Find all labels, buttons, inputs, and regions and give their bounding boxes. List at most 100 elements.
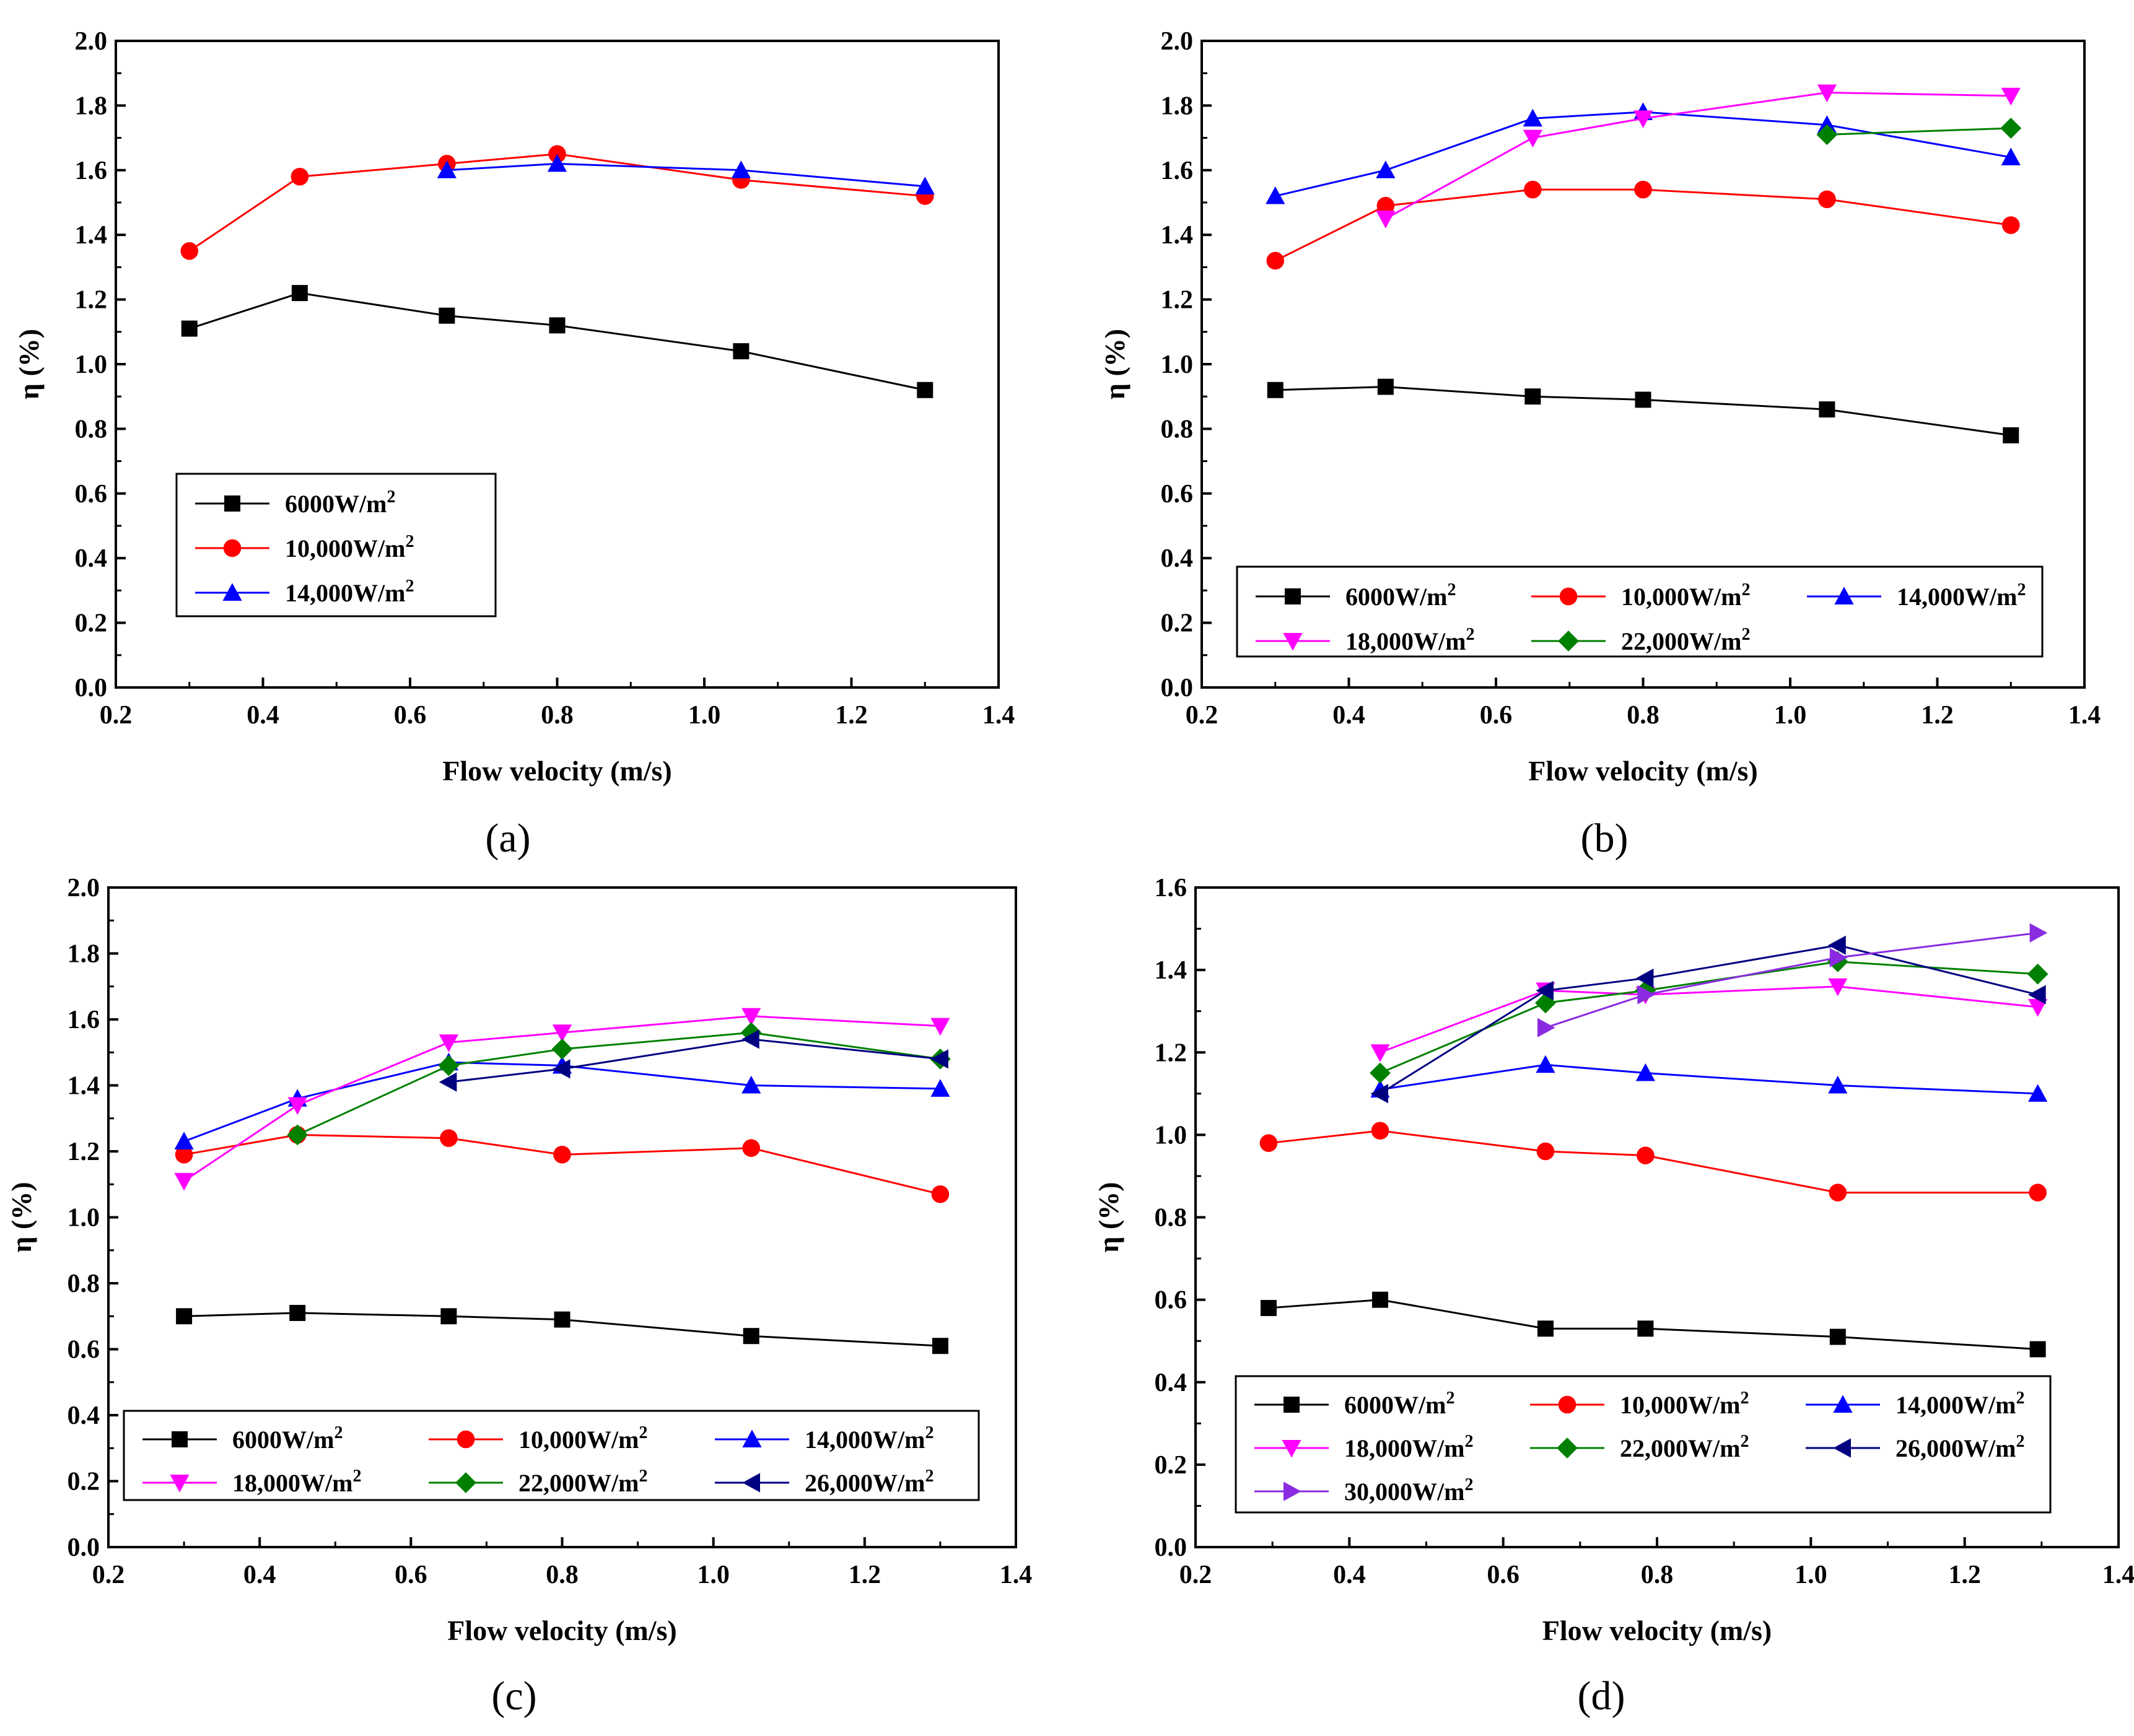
- legend-entry: 18,000W/m2: [1256, 625, 1474, 655]
- series-line: [1275, 386, 2011, 437]
- legend-entry: 6000W/m2: [1254, 1389, 1454, 1419]
- series-line: [183, 1015, 940, 1182]
- data-point: [1370, 1084, 1388, 1104]
- data-point: [1376, 211, 1396, 229]
- y-tick-label: 1.0: [68, 1204, 100, 1232]
- data-point: [1524, 388, 1541, 405]
- y-tick-label: 1.8: [68, 940, 100, 969]
- data-point: [1377, 378, 1394, 395]
- legend-label-superscript: 2: [925, 1467, 934, 1486]
- series-line: [184, 1312, 940, 1347]
- legend-entry: 14,000W/m2: [1807, 580, 2026, 611]
- legend-entry: 6000W/m2: [1256, 580, 1456, 611]
- legend-marker: [1282, 1440, 1301, 1458]
- legend-marker: [457, 1430, 475, 1449]
- series-line: [183, 1133, 941, 1195]
- legend-label: 10,000W/m2: [285, 532, 414, 562]
- legend-label-superscript: 2: [1741, 580, 1750, 600]
- data-point: [1829, 948, 1848, 967]
- x-axis-ticks: 0.2 0.4 0.6 0.8 1.0 1.2 1.4: [1186, 678, 2101, 730]
- legend-entry: 22,000W/m2: [1530, 1432, 1749, 1462]
- series-line: [1275, 188, 2011, 262]
- data-point: [176, 1308, 193, 1325]
- y-tick-label: 0.0: [68, 1533, 100, 1562]
- y-tick-label: 1.6: [1161, 157, 1194, 185]
- legend-label: 26,000W/m2: [1896, 1432, 2024, 1462]
- legend-marker: [170, 1475, 190, 1493]
- y-tick-label: 1.4: [1155, 956, 1187, 985]
- y-tick-label: 1.6: [1155, 874, 1187, 902]
- legend-label: 6000W/m2: [232, 1423, 343, 1454]
- series-6000wm2: [1267, 378, 2019, 443]
- y-tick-label: 0.4: [1161, 544, 1194, 573]
- series-line: [189, 292, 925, 391]
- data-point: [1637, 985, 1655, 1005]
- data-point: [548, 145, 566, 163]
- data-point: [440, 1308, 457, 1325]
- legend-label: 10,000W/m2: [1621, 580, 1750, 611]
- legend-label-superscript: 2: [1466, 625, 1474, 644]
- data-point: [289, 1304, 306, 1321]
- x-tick-label: 0.8: [1627, 701, 1660, 730]
- y-tick-label: 0.8: [68, 1270, 100, 1298]
- x-tick-label: 1.0: [1795, 1561, 1827, 1589]
- legend-label-superscript: 2: [387, 487, 395, 507]
- x-axis-label: Flow velocity (m/s): [1542, 1615, 1772, 1646]
- series-line: [1268, 1299, 2038, 1350]
- legend-label-superscript: 2: [639, 1423, 647, 1442]
- x-tick-label: 0.4: [1332, 701, 1365, 730]
- legend-marker: [1833, 1438, 1851, 1458]
- data-point: [932, 1338, 948, 1354]
- y-tick-label: 0.8: [1155, 1204, 1187, 1232]
- y-tick-label: 0.6: [1155, 1286, 1187, 1315]
- legend-label-superscript: 2: [334, 1423, 343, 1442]
- data-point: [1371, 1122, 1389, 1140]
- x-tick-label: 0.6: [1487, 1561, 1520, 1589]
- legend-label-superscript: 2: [1741, 625, 1750, 644]
- legend-label: 6000W/m2: [1345, 580, 1456, 611]
- series-line: [188, 153, 925, 252]
- legend-label-superscript: 2: [1740, 1432, 1749, 1451]
- data-point: [930, 1049, 948, 1069]
- data-point: [552, 1024, 572, 1042]
- legend-label-superscript: 2: [1447, 580, 1456, 600]
- legend-label-superscript: 2: [2016, 1389, 2024, 1408]
- data-point: [1536, 980, 1554, 1001]
- data-point: [733, 343, 750, 360]
- data-point: [1536, 1055, 1555, 1073]
- legend-entry: 22,000W/m2: [1531, 625, 1750, 655]
- y-tick-label: 0.0: [1161, 674, 1194, 702]
- data-point: [1816, 124, 1838, 146]
- y-axis-label: η (%): [1099, 329, 1130, 399]
- data-point: [1635, 1063, 1655, 1081]
- data-point: [181, 320, 198, 337]
- legend-label: 14,000W/m2: [285, 577, 414, 607]
- x-tick-label: 1.0: [688, 701, 721, 730]
- data-point: [1266, 186, 1285, 204]
- data-point: [741, 1008, 761, 1026]
- panel-label: (d): [1578, 1673, 1625, 1719]
- data-point: [1635, 391, 1651, 408]
- data-point: [549, 317, 566, 334]
- legend-label: 18,000W/m2: [1344, 1432, 1473, 1462]
- y-tick-label: 0.8: [75, 415, 108, 443]
- data-point: [2028, 985, 2046, 1005]
- data-point: [1829, 1328, 1846, 1345]
- data-point: [1537, 1320, 1554, 1337]
- data-point: [2001, 216, 2020, 234]
- legend-marker: [455, 1472, 476, 1493]
- data-point: [1370, 1062, 1391, 1084]
- series-line: [183, 1061, 940, 1143]
- data-point: [1819, 401, 1835, 418]
- series-line: [1827, 127, 2011, 136]
- x-tick-label: 1.2: [1921, 701, 1954, 730]
- legend-label-superscript: 2: [1446, 1389, 1454, 1408]
- y-tick-label: 0.2: [68, 1468, 100, 1496]
- legend-marker: [1283, 1481, 1301, 1501]
- legend-label-superscript: 2: [352, 1467, 361, 1486]
- legend-entry: 18,000W/m2: [1254, 1432, 1473, 1462]
- series-line: [1268, 1130, 2038, 1194]
- data-point: [743, 1328, 759, 1345]
- legend-label: 10,000W/m2: [1620, 1389, 1749, 1419]
